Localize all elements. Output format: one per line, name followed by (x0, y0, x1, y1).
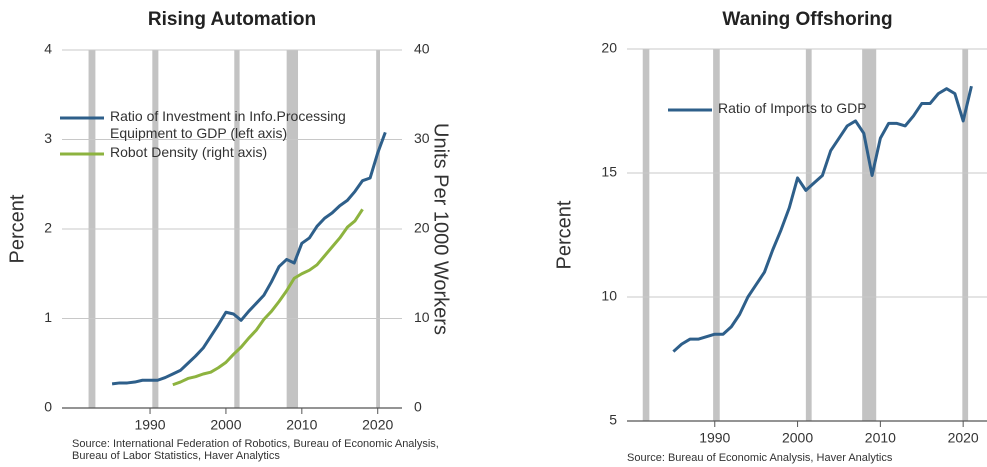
x-tick-label: 2000 (782, 430, 813, 446)
recession-band (805, 49, 812, 421)
y-tick-label: 4 (44, 41, 52, 57)
legend-label-box: Ratio of Investment in Info.Processing E… (110, 108, 346, 141)
x-tick-label: 1990 (134, 417, 165, 433)
x-tick-label: 2020 (362, 417, 393, 433)
y2-tick-label: 40 (414, 41, 430, 57)
series-line (111, 131, 387, 386)
y2-axis-label: Units Per 1000 Workers (430, 123, 452, 335)
chart-title: Rising Automation (148, 9, 316, 30)
legend-label-box: Robot Density (right axis) (110, 144, 268, 160)
y-tick-label: 5 (609, 412, 617, 428)
y2-tick-label: 0 (414, 399, 422, 415)
y-tick-label: 20 (601, 40, 617, 56)
legend-label-box: Ratio of Imports to GDP (718, 100, 867, 116)
x-tick-label: 2010 (286, 417, 317, 433)
y-axis-label: Percent (6, 194, 28, 263)
y2-tick-label: 20 (414, 220, 430, 236)
y-tick-label: 1 (44, 309, 52, 325)
y-axis-label: Percent (553, 200, 575, 269)
x-tick-label: 1990 (699, 430, 730, 446)
y-tick-label: 0 (44, 399, 52, 415)
y-tick-label: 10 (601, 288, 617, 304)
legend-label: Ratio of Investment in Info.Processing E… (110, 108, 346, 141)
source-note-box: Source: International Federation of Robo… (72, 438, 439, 462)
y-tick-label: 3 (44, 130, 52, 146)
recession-band (642, 49, 650, 421)
y-tick-label: 15 (601, 164, 617, 180)
chart-title: Waning Offshoring (722, 9, 892, 30)
recession-band (962, 49, 969, 421)
y-tick-label: 2 (44, 220, 52, 236)
x-tick-label: 2000 (210, 417, 241, 433)
series-line (672, 85, 973, 353)
legend-label: Ratio of Imports to GDP (718, 100, 867, 116)
y2-tick-label: 10 (414, 309, 430, 325)
x-tick-label: 2020 (948, 430, 979, 446)
y2-tick-label: 30 (414, 130, 430, 146)
source-note: Source: International Federation of Robo… (72, 438, 439, 462)
legend-label: Robot Density (right axis) (110, 144, 268, 160)
recession-band (713, 49, 720, 421)
series-line (172, 208, 364, 387)
source-note-box: Source: Bureau of Economic Analysis, Hav… (627, 452, 893, 464)
source-note: Source: Bureau of Economic Analysis, Hav… (627, 452, 893, 464)
x-tick-label: 2010 (865, 430, 896, 446)
